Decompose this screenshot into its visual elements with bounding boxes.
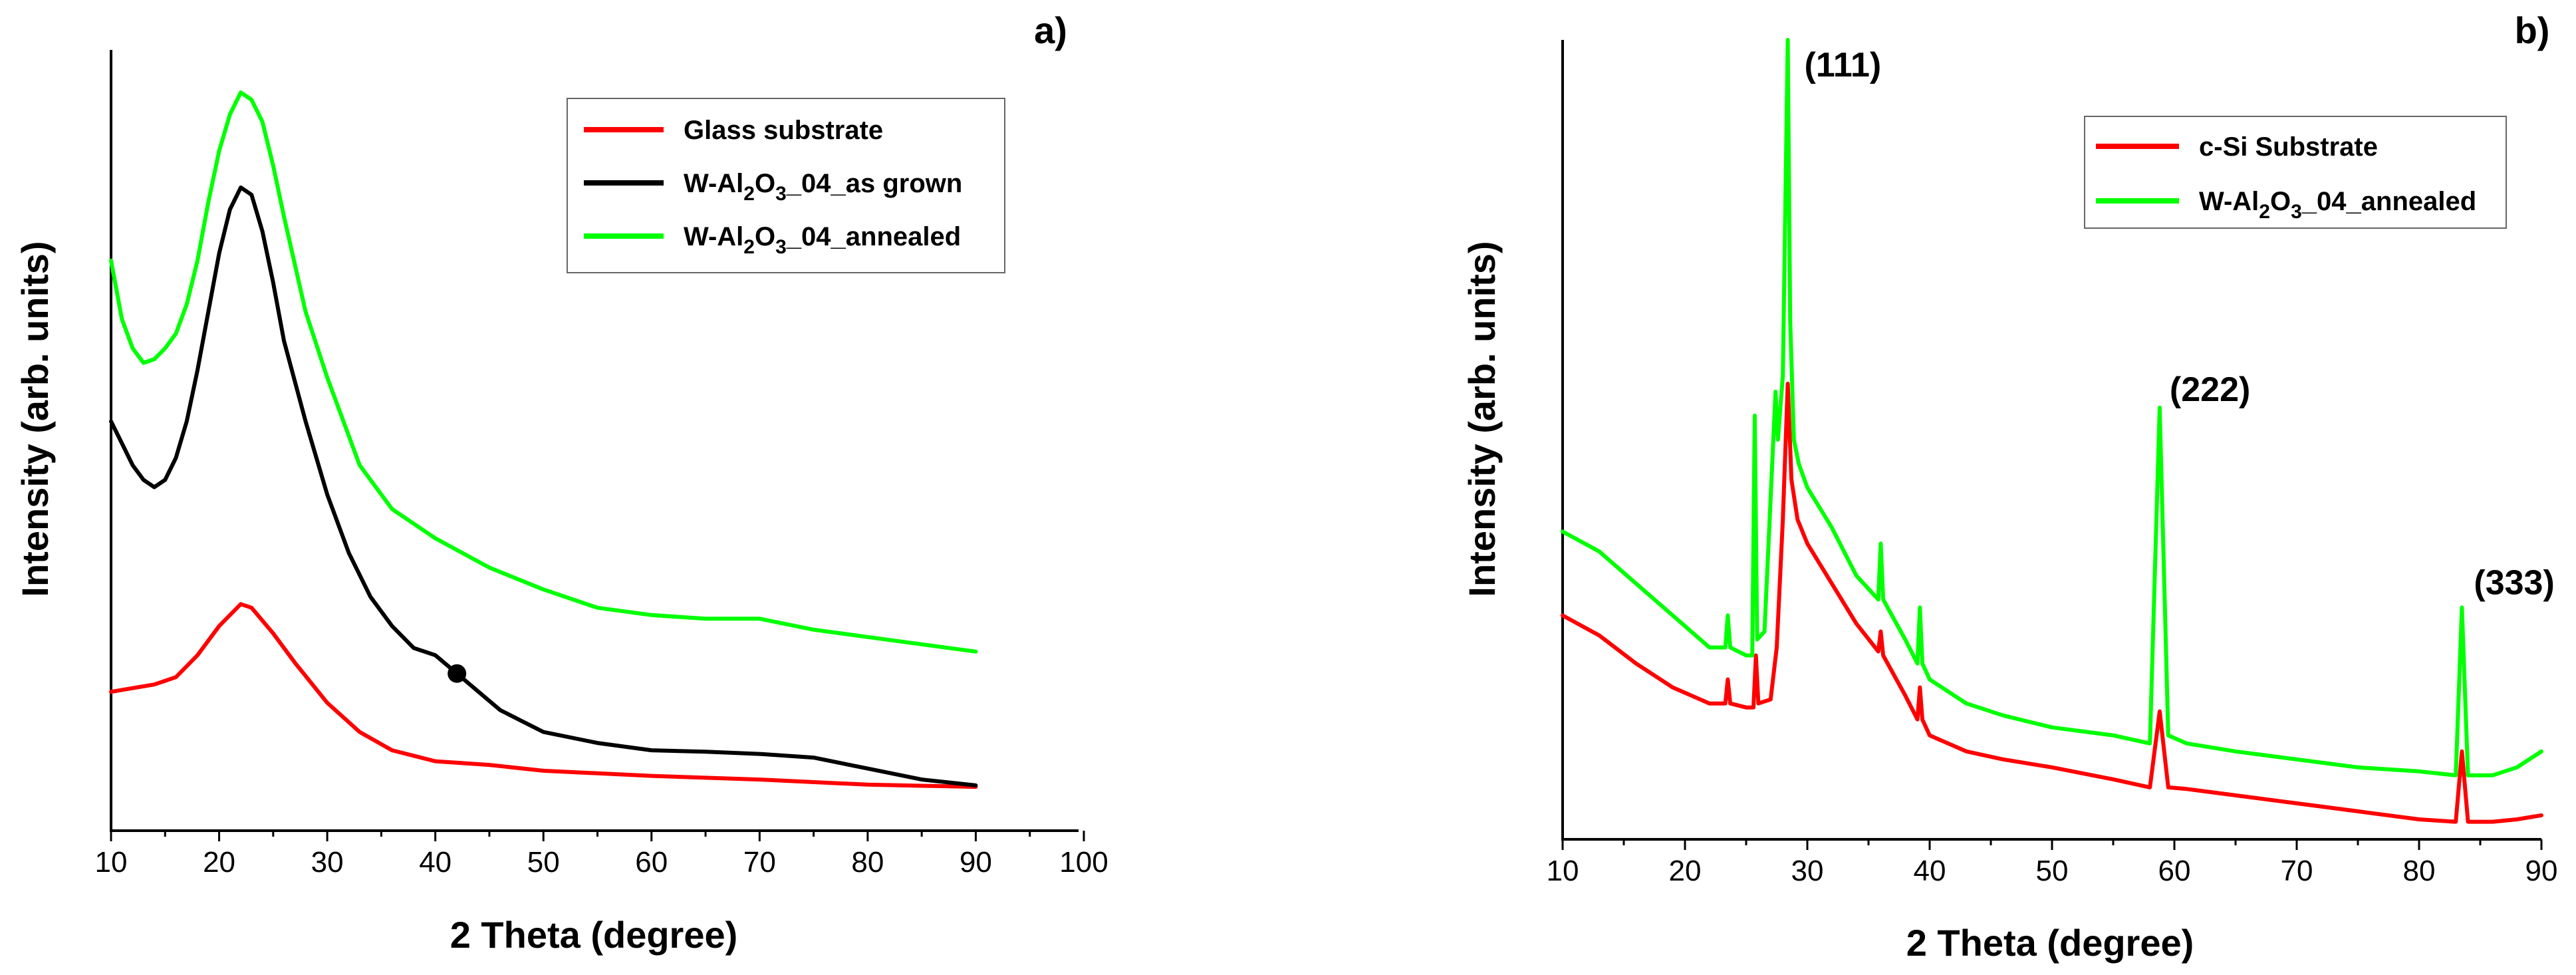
panel-a-x-tick-label: 40 [419,846,451,879]
panel-a-x-tick-label: 30 [311,846,344,879]
peak-label: (222) [2170,370,2250,409]
panel-b-y-axis-label: Intensity (arb. units) [1461,241,1503,597]
panel-b-x-tick-label: 30 [1791,855,1824,887]
panel-b-x-axis-label: 2 Theta (degree) [1906,922,2194,964]
panel-a-label: a) [1034,9,1067,51]
legend-entry-label: Glass substrate [684,116,883,145]
panel-b-legend: c-Si Substrate W-Al2O3_04_annealed [2084,116,2507,229]
panel-a-y-axis-label: Intensity (arb. units) [14,241,56,597]
panel-b-x-tick-label: 20 [1669,855,1702,887]
legend-entry-label: W-Al2O3_04_as grown [684,169,962,205]
data-marker [448,664,467,683]
panel-a: Intensity (arb. units) 2 Theta (degree) … [14,9,1108,956]
panel-a-series-line [109,185,978,787]
panel-a-x-tick-label: 10 [95,846,128,879]
panel-b: Intensity (arb. units) 2 Theta (degree) … [1461,9,2557,964]
panel-b-x-tick-label: 40 [1914,855,1946,887]
peak-label: (333) [2474,563,2554,602]
panel-b-x-tick-label: 50 [2036,855,2069,887]
legend-entry-label: W-Al2O3_04_annealed [2199,187,2476,223]
peak-label: (111) [1805,46,1882,84]
panel-a-x-tick-label: 90 [960,846,992,879]
panel-b-series-line [1561,38,2543,777]
panel-a-x-tick-label: 20 [203,846,235,879]
panel-b-x-tick-label: 70 [2281,855,2313,887]
panel-b-x-tick-label: 90 [2525,855,2558,887]
panel-a-x-axis-label: 2 Theta (degree) [450,914,738,956]
panel-b-x-tick-label: 80 [2403,855,2436,887]
panel-a-legend: Glass substrate W-Al2O3_04_as grown W-Al2O… [567,98,1005,273]
panel-a-x-tick-label: 80 [851,846,884,879]
panel-a-series-line [109,90,978,654]
panel-b-legend-box [2084,116,2507,229]
panel-b-series-line [1561,381,2543,824]
panel-a-x-tick-label: 70 [743,846,776,879]
legend-entry-label: c-Si Substrate [2199,132,2378,162]
panel-a-x-tick-label: 100 [1059,846,1108,879]
panel-b-label: b) [2515,9,2550,51]
legend-entry-label: W-Al2O3_04_annealed [684,222,961,258]
panel-a-x-tick-label: 50 [527,846,560,879]
panel-b-x-tick-label: 60 [2158,855,2191,887]
panel-b-x-tick-label: 10 [1547,855,1579,887]
panel-a-x-tick-label: 60 [635,846,668,879]
panel-a-series-line [109,602,978,789]
